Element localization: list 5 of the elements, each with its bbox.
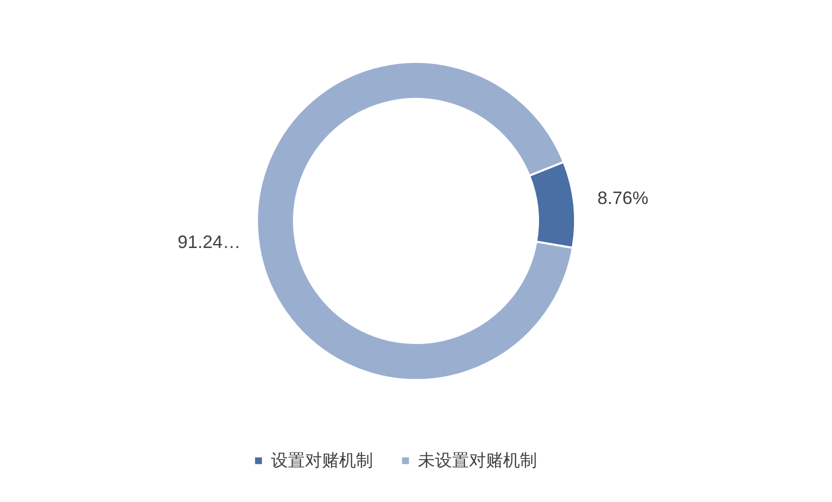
donut-slice <box>256 61 574 381</box>
legend-label: 未设置对赌机制 <box>418 450 537 470</box>
legend-label: 设置对赌机制 <box>271 450 373 470</box>
data-label: 91.24… <box>178 232 241 252</box>
data-label: 8.76% <box>597 188 648 208</box>
